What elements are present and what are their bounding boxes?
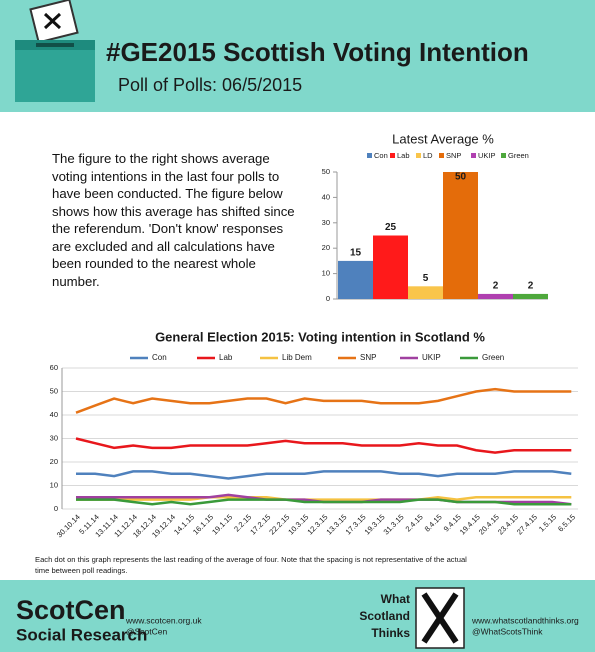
legend-label: Lab: [219, 353, 233, 362]
y-tick-label: 40: [50, 410, 58, 419]
wst-logo: Thinks: [371, 626, 410, 640]
value-label: 2: [493, 281, 499, 292]
bar: [338, 260, 373, 299]
y-tick-label: 50: [50, 386, 58, 395]
legend-label: Green: [482, 353, 504, 362]
bar: [513, 293, 548, 299]
value-label: 15: [350, 248, 362, 259]
x-tick-label: 6.5.15: [556, 512, 577, 533]
bar: [478, 293, 513, 299]
bar: [373, 235, 408, 299]
wst-url[interactable]: www.whatscotlandthinks.org: [471, 615, 579, 625]
legend-label: LD: [423, 151, 433, 160]
subtitle: Poll of Polls: 06/5/2015: [118, 75, 302, 95]
bar: [443, 172, 478, 299]
scotcen-logo: ScotCen: [16, 595, 126, 625]
legend-label: SNP: [360, 353, 376, 362]
legend-swatch: [416, 153, 421, 158]
legend-label: UKIP: [422, 353, 441, 362]
legend-label: SNP: [446, 151, 461, 160]
legend-label: Con: [152, 353, 167, 362]
legend-label: Green: [508, 151, 529, 160]
series-line: [76, 470, 572, 480]
bar: [408, 286, 443, 299]
y-tick-label: 20: [322, 243, 330, 252]
scotcen-twitter[interactable]: @ScotCen: [126, 626, 168, 636]
y-tick-label: 10: [322, 269, 330, 278]
y-tick-label: 20: [50, 457, 58, 466]
x-tick-label: 19.1.15: [210, 512, 234, 536]
y-tick-label: 60: [50, 363, 58, 372]
wst-logo: What: [381, 592, 410, 606]
header-band: [0, 0, 595, 112]
wst-logo: Scotland: [359, 609, 410, 623]
y-tick-label: 50: [322, 167, 330, 176]
value-label: 2: [528, 281, 534, 292]
legend-swatch: [471, 153, 476, 158]
x-tick-label: 1.5.15: [537, 512, 558, 533]
x-tick-label: 27.4.15: [515, 512, 539, 536]
legend-swatch: [367, 153, 372, 158]
y-tick-label: 10: [50, 480, 58, 489]
x-tick-label: 2.4.15: [404, 512, 425, 533]
note: Each dot on this graph represents the la…: [35, 555, 467, 564]
footer-band: [0, 580, 595, 652]
y-tick-label: 30: [50, 433, 58, 442]
series-line: [76, 498, 572, 506]
legend-swatch: [439, 153, 444, 158]
note: time between poll readings.: [35, 566, 127, 575]
scotcen-url[interactable]: www.scotcen.org.uk: [125, 615, 202, 625]
value-label: 5: [423, 273, 429, 284]
legend-label: UKIP: [478, 151, 496, 160]
series-line: [76, 495, 572, 501]
scotcen-sub: Social Research: [16, 625, 147, 644]
chart-title: General Election 2015: Voting intention …: [155, 329, 485, 344]
intro-text: The figure to the right shows average vo…: [52, 151, 295, 289]
legend-label: Con: [374, 151, 388, 160]
series-line: [75, 387, 572, 414]
x-tick-label: 31.3.15: [382, 512, 406, 536]
legend-label: Lab: [397, 151, 410, 160]
chart-title: Latest Average %: [392, 131, 494, 146]
value-label: 25: [385, 222, 397, 233]
legend-swatch: [390, 153, 395, 158]
x-tick-label: 8.4.15: [423, 512, 444, 533]
x-tick-label: 30.10.14: [55, 512, 82, 539]
legend-swatch: [501, 153, 506, 158]
title: #GE2015 Scottish Voting Intention: [106, 37, 529, 67]
y-tick-label: 0: [326, 294, 330, 303]
value-label: 50: [455, 172, 467, 183]
ballot-icon: [15, 0, 95, 102]
legend-label: Lib Dem: [282, 353, 312, 362]
series-line: [75, 437, 572, 454]
wst-icon: [415, 587, 465, 649]
y-tick-label: 40: [322, 192, 330, 201]
wst-twitter[interactable]: @WhatScotsThink: [472, 626, 543, 636]
y-tick-label: 30: [322, 218, 330, 227]
y-tick-label: 0: [54, 504, 58, 513]
